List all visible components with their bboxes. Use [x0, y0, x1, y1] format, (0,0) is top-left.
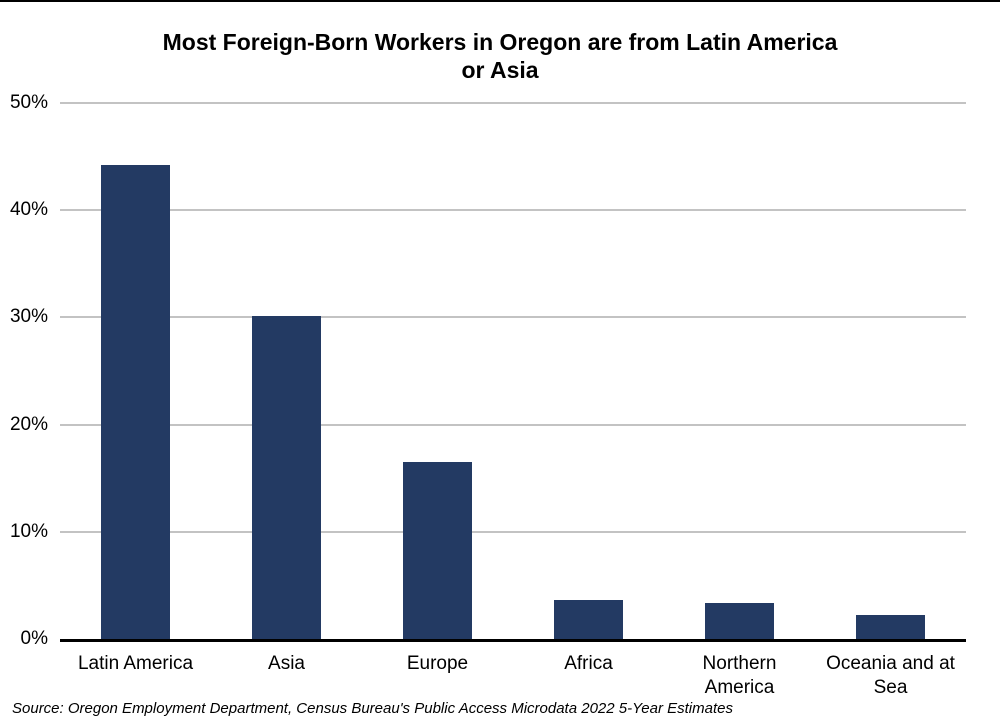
x-axis-category-label-oceania-and-at-sea: Oceania and at Sea — [826, 653, 955, 698]
x-axis-category-label-africa: Africa — [564, 653, 613, 674]
bar-northern-america — [705, 602, 774, 639]
x-axis-category-label-latin-america: Latin America — [77, 653, 194, 674]
gridline-10 — [60, 530, 966, 533]
x-axis-category-label-northern-america: Northern America — [702, 653, 777, 698]
y-axis-tick-label: 40% — [9, 199, 48, 221]
gridline-50 — [60, 102, 966, 104]
y-axis-tick-label: 0% — [20, 628, 48, 649]
bar-oceania-and-at-sea — [856, 615, 925, 639]
bar-asia — [252, 316, 321, 639]
bar-europe — [403, 462, 472, 639]
y-axis-tick-label: 30% — [9, 306, 48, 328]
x-axis-category-label-europe: Europe — [406, 653, 469, 674]
chart-title: Most Foreign-Born Workers in Oregon are … — [0, 28, 1000, 84]
bar-africa — [554, 600, 623, 639]
chart-title-line-2: or Asia — [461, 57, 539, 83]
y-axis-tick-label: 10% — [9, 520, 48, 542]
plot-area: 0% 10% 20% 30% 40% 50% Latin America Asia Europe… — [10, 93, 966, 698]
y-axis-tick-label: 50% — [9, 92, 48, 113]
gridline-40 — [60, 209, 966, 212]
y-axis-tick-label: 20% — [9, 413, 48, 435]
gridline-30 — [60, 316, 966, 319]
source-note: Source: Oregon Employment Department, Ce… — [12, 700, 733, 717]
gridline-20 — [60, 423, 966, 426]
chart-title-line-1: Most Foreign-Born Workers in Oregon are … — [162, 29, 838, 55]
x-axis-category-label-asia: Asia — [268, 653, 305, 674]
bar-latin-america — [101, 165, 170, 639]
